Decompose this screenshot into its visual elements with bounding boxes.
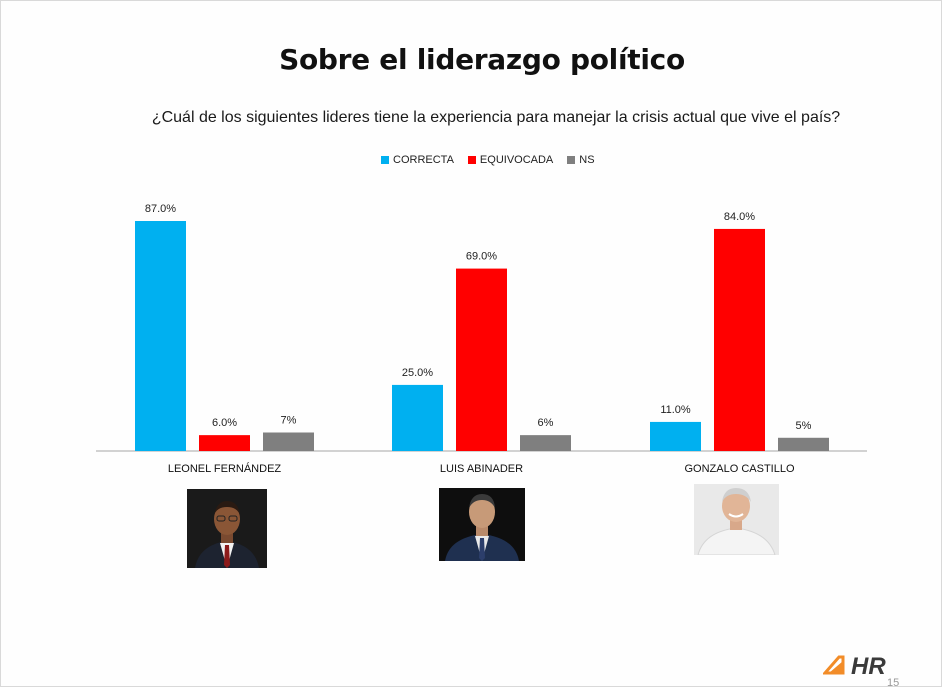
bar-equivocada-1 <box>456 268 507 451</box>
legend-item-ns: NS <box>567 154 595 166</box>
legend-swatch-equivocada <box>467 156 476 164</box>
portrait-icon <box>187 489 267 568</box>
data-label-ns-2: 5% <box>796 420 812 432</box>
legend-item-equivocada: EQUIVOCADA <box>467 154 554 166</box>
bar-ns-2 <box>778 437 829 451</box>
logo-text: HR <box>851 653 886 679</box>
bar-equivocada-2 <box>714 228 765 451</box>
photo-gonzalo-castillo <box>694 484 779 555</box>
hr-logo: HR <box>821 651 913 680</box>
legend-label-ns: NS <box>579 154 595 166</box>
slide-title: Sobre el liderazgo político <box>279 43 685 76</box>
bar-correcta-0 <box>135 221 186 451</box>
portrait-icon <box>694 484 779 555</box>
data-label-ns-1: 6% <box>538 417 554 429</box>
portrait-icon <box>439 488 525 561</box>
bar-equivocada-0 <box>199 435 250 451</box>
photo-luis-abinader <box>439 488 525 561</box>
data-label-correcta-0: 87.0% <box>145 203 176 215</box>
bar-correcta-1 <box>392 384 443 451</box>
data-label-equivocada-0: 6.0% <box>212 417 237 429</box>
legend-swatch-correcta <box>381 156 389 164</box>
page-number: 15 <box>887 677 900 689</box>
data-label-correcta-2: 11.0% <box>660 404 691 416</box>
legend-item-correcta: CORRECTA <box>381 154 454 166</box>
data-label-ns-0: 7% <box>281 414 297 426</box>
category-label-2: GONZALO CASTILLO <box>684 463 794 475</box>
survey-question: ¿Cuál de los siguientes lideres tiene la… <box>151 109 841 126</box>
bar-ns-1 <box>520 435 571 451</box>
bar-chart: 87.0% 6.0% 7% LEONEL FERNÁNDEZ 25.0% 69.0% 6% L… <box>96 203 867 475</box>
data-label-equivocada-1: 69.0% <box>466 251 497 263</box>
bar-ns-0 <box>263 432 314 451</box>
bar-correcta-2 <box>650 421 701 451</box>
legend-label-correcta: CORRECTA <box>393 154 454 166</box>
chart-legend: CORRECTA EQUIVOCADA NS <box>381 154 595 166</box>
data-label-correcta-1: 25.0% <box>402 367 433 379</box>
legend-label-equivocada: EQUIVOCADA <box>479 154 554 166</box>
data-label-equivocada-2: 84.0% <box>724 211 755 223</box>
category-label-1: LUIS ABINADER <box>440 463 523 475</box>
legend-swatch-ns <box>567 156 576 164</box>
category-label-0: LEONEL FERNÁNDEZ <box>168 462 282 475</box>
photo-leonel-fernandez <box>187 489 267 568</box>
